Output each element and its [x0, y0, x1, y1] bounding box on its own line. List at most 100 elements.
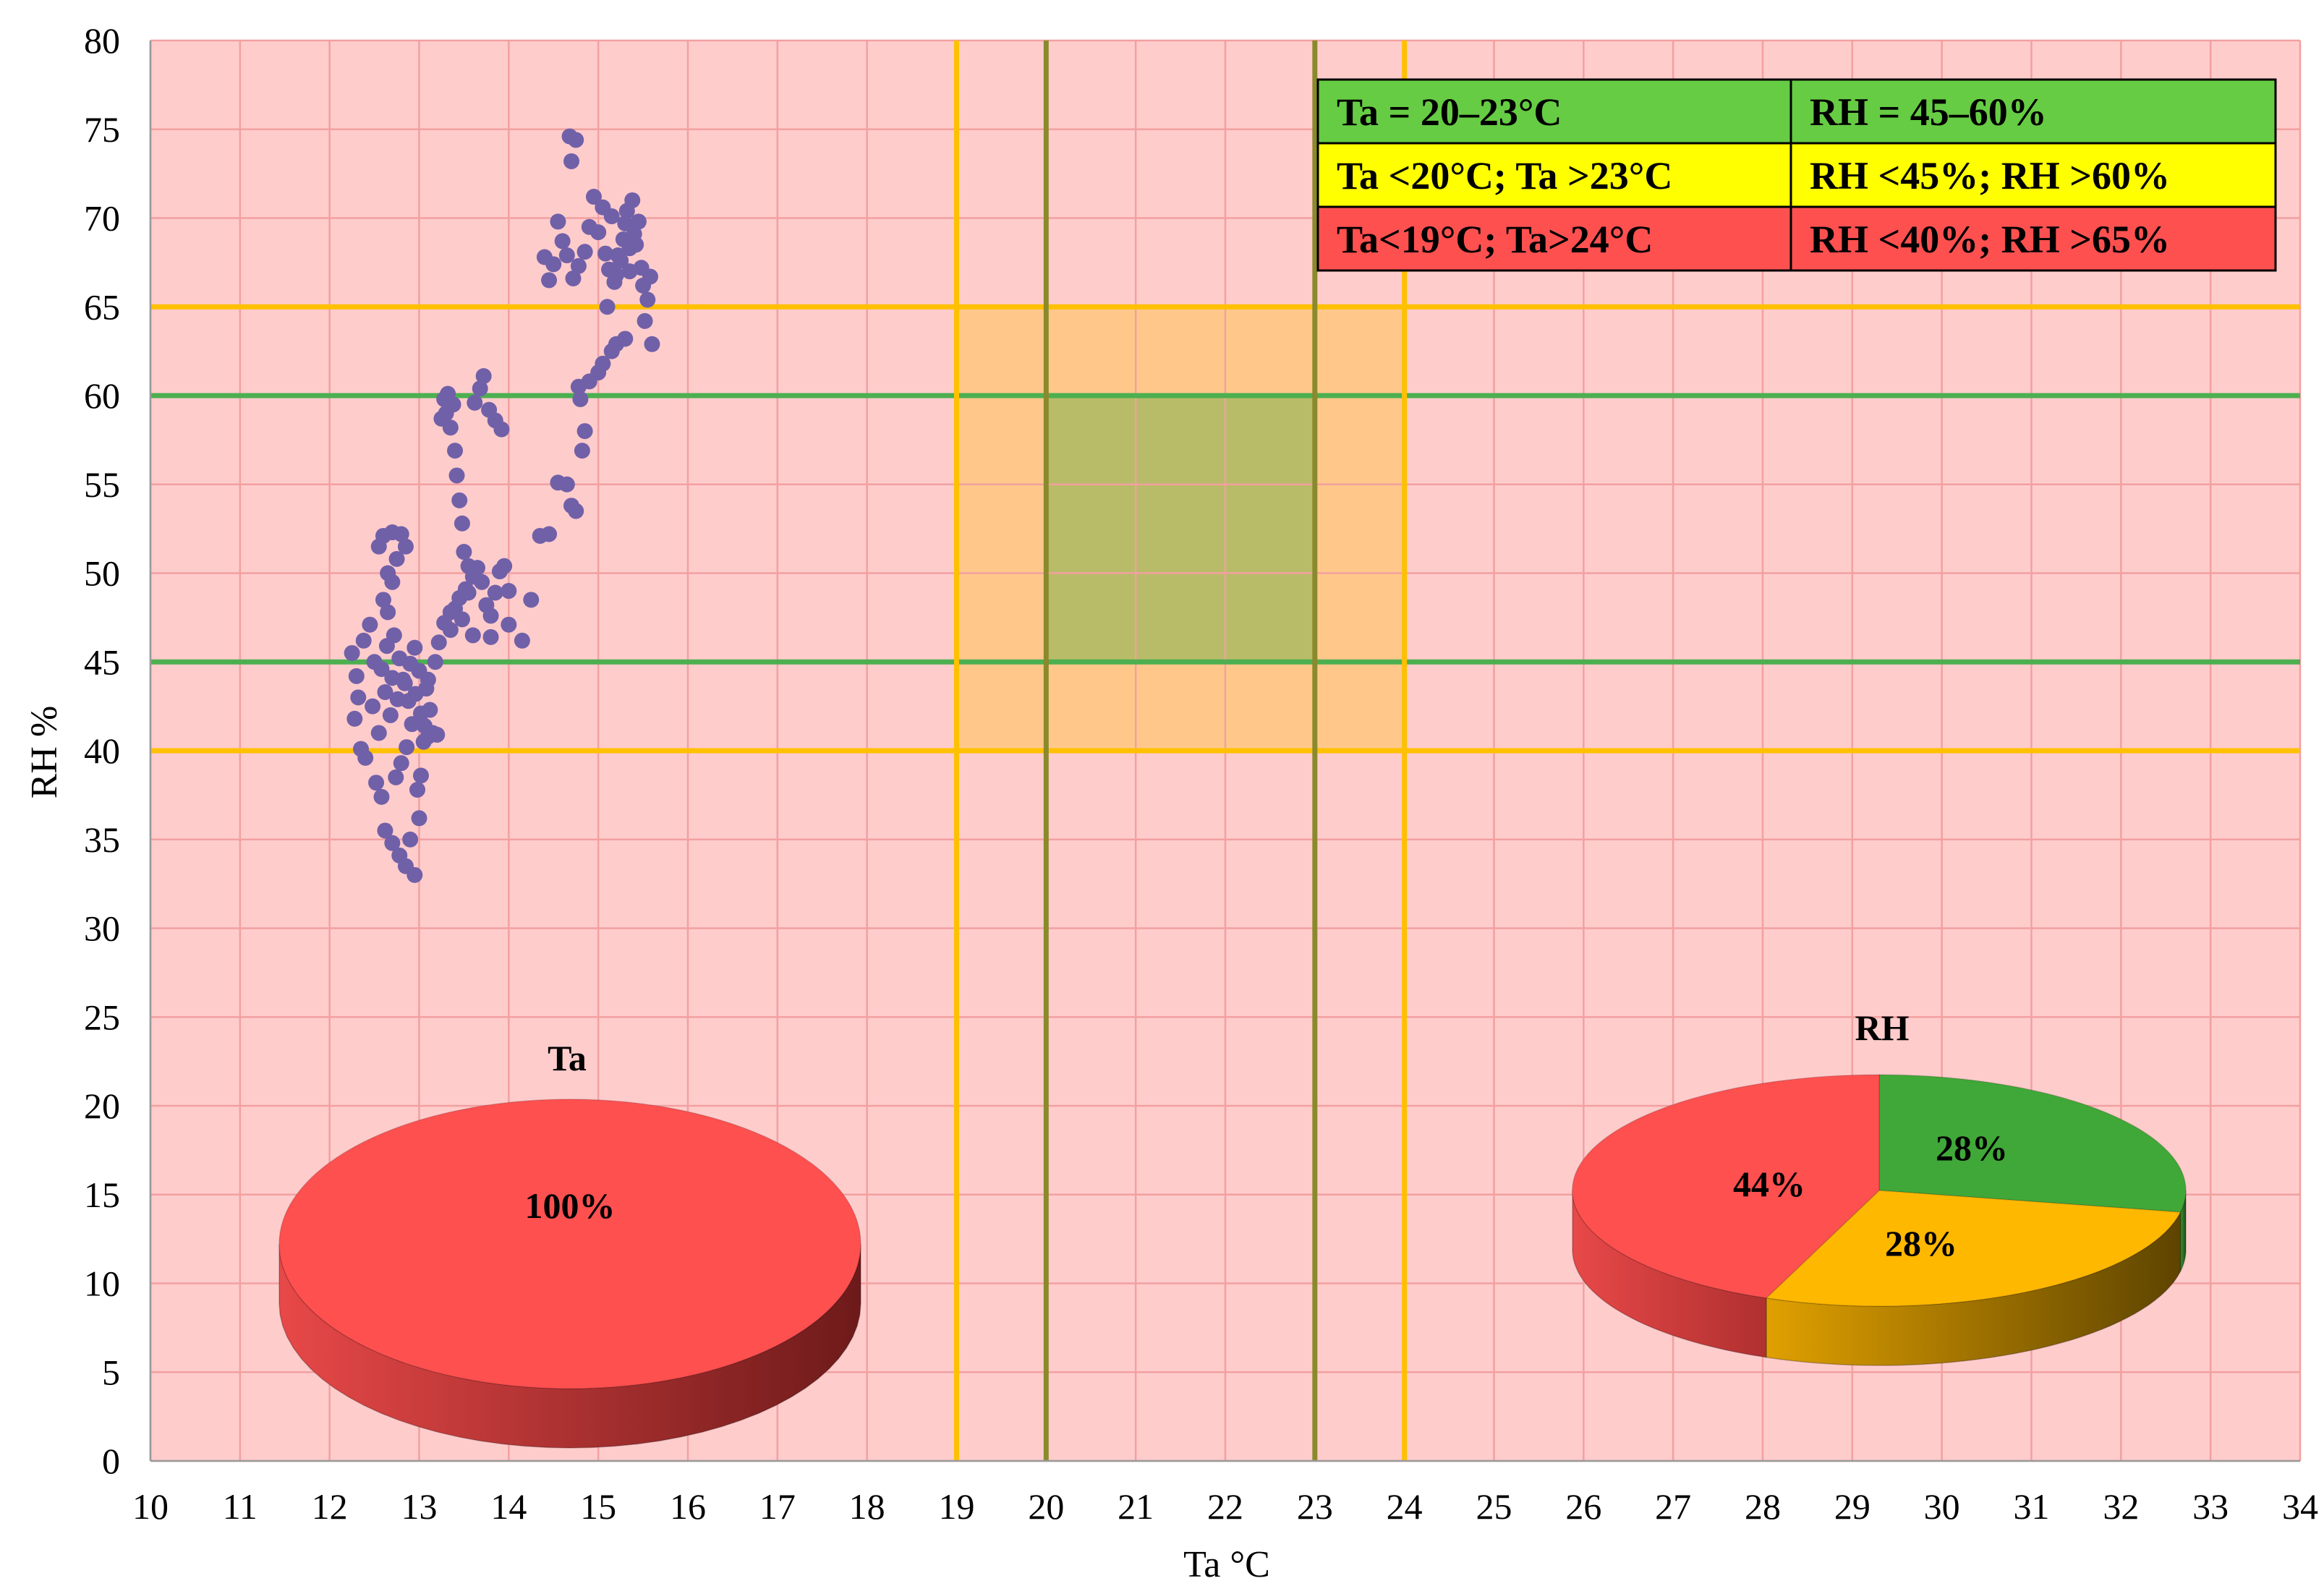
data-point: [404, 716, 420, 733]
data-point: [373, 661, 390, 678]
x-tick-label: 16: [670, 1486, 706, 1527]
data-point: [393, 526, 409, 542]
data-point: [541, 272, 558, 289]
legend-table: Ta = 20–23°C RH = 45–60% Ta <20°C; Ta >23°…: [1316, 78, 2277, 272]
data-point: [554, 233, 571, 250]
pie-slice-label: 28%: [1936, 1128, 2008, 1168]
data-point: [475, 367, 492, 384]
y-tick-label: 45: [84, 642, 120, 682]
data-point: [501, 583, 517, 600]
data-point: [396, 675, 413, 691]
y-tick-label: 15: [84, 1175, 120, 1215]
x-tick-label: 15: [580, 1486, 616, 1527]
data-point: [377, 683, 393, 700]
x-tick-label: 19: [939, 1486, 975, 1527]
x-tick-label: 29: [1834, 1486, 1870, 1527]
x-tick-label: 26: [1565, 1486, 1601, 1527]
x-tick-label: 31: [2014, 1486, 2050, 1527]
legend-ta-label: Ta = 20–23°C: [1337, 90, 1562, 134]
data-point: [637, 312, 653, 329]
x-tick-label: 23: [1297, 1486, 1333, 1527]
data-point: [642, 268, 658, 285]
data-point: [536, 249, 553, 265]
data-point: [523, 592, 540, 608]
data-point: [563, 153, 580, 169]
data-point: [595, 355, 611, 372]
data-point: [496, 558, 513, 574]
y-tick-label: 25: [84, 997, 120, 1037]
data-point: [411, 810, 427, 827]
data-point: [375, 592, 391, 608]
data-point: [568, 132, 584, 148]
data-point: [348, 668, 365, 684]
data-point: [456, 544, 472, 561]
y-axis-title: RH %: [24, 706, 65, 799]
data-point: [445, 396, 461, 413]
pie-slice-label: 100%: [525, 1185, 616, 1226]
data-point: [365, 698, 381, 715]
data-point: [487, 584, 503, 601]
data-point: [362, 616, 378, 633]
data-point: [501, 616, 517, 633]
data-point: [610, 247, 626, 264]
legend-ta-label: Ta<19°C; Ta>24°C: [1337, 218, 1653, 261]
data-point: [370, 725, 387, 741]
data-point: [373, 788, 390, 805]
x-tick-label: 13: [401, 1486, 438, 1527]
data-point: [430, 634, 447, 651]
y-tick-label: 30: [84, 908, 120, 949]
data-point: [644, 336, 660, 352]
pie-slice-0: [278, 1099, 861, 1389]
x-tick-label: 12: [312, 1486, 348, 1527]
data-point: [606, 273, 623, 290]
data-point: [412, 767, 429, 784]
y-tick-label: 70: [84, 198, 120, 239]
x-tick-label: 22: [1207, 1486, 1243, 1527]
data-point: [397, 538, 414, 555]
data-point: [482, 608, 499, 624]
pie-slice-0: [1878, 1074, 2187, 1213]
data-point: [568, 503, 584, 519]
data-point: [384, 574, 401, 590]
data-point: [442, 622, 459, 639]
x-tick-label: 11: [223, 1486, 257, 1527]
data-point: [399, 739, 415, 756]
data-point: [451, 492, 468, 508]
data-point: [393, 755, 409, 772]
y-tick-label: 75: [84, 109, 120, 150]
data-point: [585, 189, 602, 205]
x-tick-label: 17: [759, 1486, 796, 1527]
pie-rh: 28% 28% 44% RH: [1572, 1007, 2187, 1366]
data-point: [389, 691, 406, 707]
x-tick-label: 34: [2282, 1486, 2318, 1527]
pie-charts: 100% Ta 28% 28% 44% RH: [278, 1007, 2187, 1449]
data-point: [377, 822, 393, 839]
data-point: [344, 644, 360, 661]
data-point: [448, 467, 465, 484]
data-point: [541, 526, 558, 542]
axis-ticks: 10 11 12 13 14 15 16 17 18 19 20 21 22 23 24 25 26 27 28 29…: [84, 20, 2318, 1527]
y-tick-label: 65: [84, 286, 120, 327]
data-point: [402, 831, 419, 848]
data-point: [382, 707, 399, 723]
legend-row-2: [1316, 205, 2277, 272]
data-point: [346, 710, 363, 727]
data-point: [572, 391, 589, 407]
data-point: [407, 866, 423, 883]
data-point: [420, 671, 436, 688]
data-point: [617, 331, 634, 347]
data-point: [402, 655, 419, 672]
data-point: [442, 419, 459, 436]
x-tick-label: 28: [1745, 1486, 1781, 1527]
data-point: [558, 247, 575, 264]
y-tick-label: 55: [84, 464, 120, 505]
data-point: [350, 689, 367, 706]
legend-ta-label: Ta <20°C; Ta >23°C: [1337, 154, 1672, 197]
y-tick-label: 40: [84, 730, 120, 771]
data-point: [624, 192, 641, 208]
data-point: [574, 443, 590, 459]
data-point: [472, 380, 488, 397]
data-point: [474, 574, 490, 590]
data-point: [565, 270, 582, 286]
